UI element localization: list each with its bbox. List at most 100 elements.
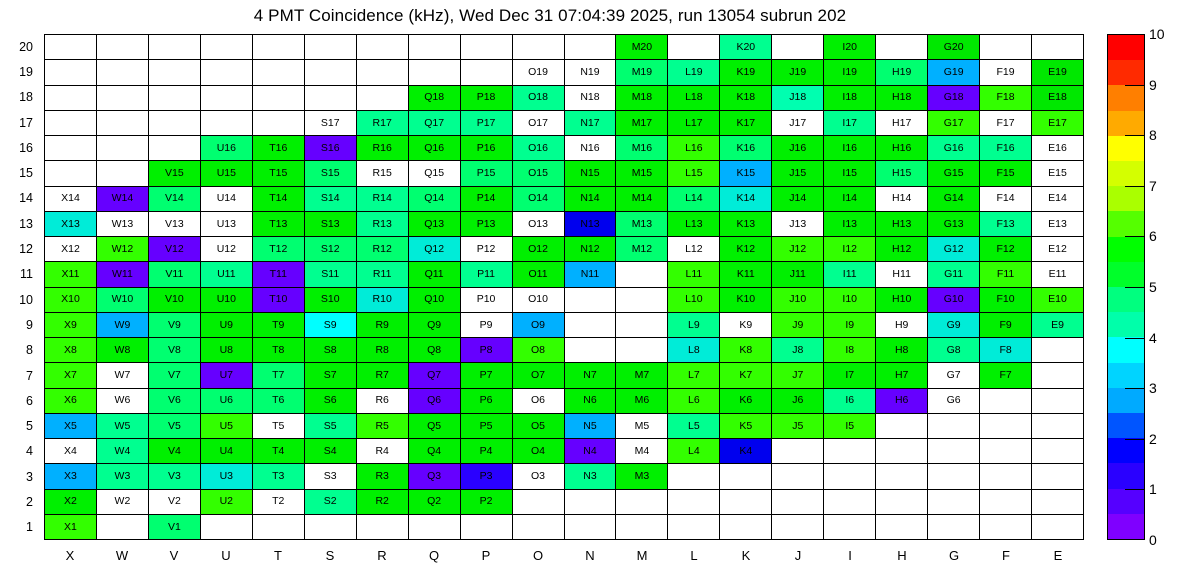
- heatmap-cell: S9: [304, 312, 357, 338]
- heatmap-cell: T15: [252, 161, 305, 187]
- colorbar-band: [1108, 513, 1144, 540]
- heatmap-cell-empty: [252, 35, 305, 61]
- heatmap-cell-empty: [1032, 464, 1084, 490]
- heatmap-cell: M5: [616, 413, 669, 439]
- heatmap-cell-empty: [148, 110, 201, 136]
- heatmap-cell-empty: [876, 464, 929, 490]
- heatmap-cell: Q6: [408, 388, 461, 414]
- y-tick-label: 7: [26, 368, 33, 383]
- heatmap-cell: J16: [772, 136, 825, 162]
- heatmap-cell-empty: [720, 514, 773, 540]
- heatmap-cell: F12: [980, 237, 1033, 263]
- heatmap-cell: W5: [96, 413, 149, 439]
- y-tick-label: 9: [26, 317, 33, 332]
- heatmap-cell: M4: [616, 439, 669, 465]
- heatmap-cell: L12: [668, 237, 721, 263]
- heatmap-cell: E10: [1032, 287, 1084, 313]
- heatmap-cell: H8: [876, 338, 929, 364]
- heatmap-cell: U13: [200, 211, 253, 237]
- heatmap-cell-empty: [45, 161, 97, 187]
- colorbar-tick-label: 5: [1149, 279, 1157, 295]
- heatmap-cell: R5: [356, 413, 409, 439]
- heatmap-cell: U7: [200, 363, 253, 389]
- y-tick-label: 11: [20, 267, 33, 282]
- heatmap-cell-empty: [980, 464, 1033, 490]
- y-tick-label: 6: [26, 393, 33, 408]
- heatmap-cell: S13: [304, 211, 357, 237]
- heatmap-cell: I7: [824, 363, 877, 389]
- heatmap-cell: P4: [460, 439, 513, 465]
- heatmap-cell: G8: [928, 338, 981, 364]
- heatmap-cell: J7: [772, 363, 825, 389]
- heatmap-cell: I11: [824, 262, 877, 288]
- heatmap-cell: V15: [148, 161, 201, 187]
- heatmap-cell: N15: [564, 161, 617, 187]
- heatmap-cell: E17: [1032, 110, 1084, 136]
- heatmap-cell: Q10: [408, 287, 461, 313]
- colorbar-tick: [1125, 337, 1145, 339]
- heatmap-cell: P17: [460, 110, 513, 136]
- heatmap-cell-empty: [96, 35, 149, 61]
- heatmap-cell-empty: [564, 35, 617, 61]
- heatmap-cell-empty: [356, 60, 409, 86]
- heatmap-cell: M13: [616, 211, 669, 237]
- heatmap-cell: N12: [564, 237, 617, 263]
- x-tick-label: R: [377, 547, 387, 563]
- heatmap-cell: H17: [876, 110, 929, 136]
- x-tick-label: W: [115, 547, 129, 563]
- heatmap-cell-empty: [720, 464, 773, 490]
- heatmap-cell-empty: [96, 514, 149, 540]
- heatmap-cell-empty: [45, 35, 97, 61]
- heatmap-cell: Q3: [408, 464, 461, 490]
- heatmap-cell: I6: [824, 388, 877, 414]
- heatmap-cell: T3: [252, 464, 305, 490]
- heatmap-cell: W14: [96, 186, 149, 212]
- heatmap-plot: M20 K20 I20 G20 O19 N19 M19 L19 K19 J19 I19 H19 G19 F…: [44, 34, 1084, 540]
- heatmap-cell: U6: [200, 388, 253, 414]
- x-tick-label: J: [794, 547, 802, 563]
- heatmap-cell-empty: [252, 514, 305, 540]
- heatmap-cell: W3: [96, 464, 149, 490]
- colorbar-tick-label: 9: [1149, 76, 1157, 93]
- colorbar-band: [1108, 186, 1144, 212]
- heatmap-cell: P11: [460, 262, 513, 288]
- colorbar-band: [1108, 35, 1144, 61]
- heatmap-cell: R9: [356, 312, 409, 338]
- x-tick-label: V: [169, 547, 179, 563]
- heatmap-cell-empty: [96, 110, 149, 136]
- heatmap-cell: U3: [200, 464, 253, 490]
- heatmap-cell: P3: [460, 464, 513, 490]
- heatmap-cell: K20: [720, 35, 773, 61]
- heatmap-cell: O11: [512, 262, 565, 288]
- heatmap-cell-empty: [252, 60, 305, 86]
- heatmap-cell-empty: [928, 514, 981, 540]
- heatmap-cell: H11: [876, 262, 929, 288]
- heatmap-cell: G12: [928, 237, 981, 263]
- heatmap-cell: J17: [772, 110, 825, 136]
- heatmap-cell: V13: [148, 211, 201, 237]
- heatmap-cell-empty: [928, 489, 981, 515]
- heatmap-cell: P10: [460, 287, 513, 313]
- y-tick-label: 16: [19, 140, 33, 155]
- heatmap-cell: E14: [1032, 186, 1084, 212]
- y-tick-label: 5: [26, 419, 33, 434]
- heatmap-cell: J9: [772, 312, 825, 338]
- heatmap-cell: U15: [200, 161, 253, 187]
- heatmap-cell-empty: [304, 85, 357, 111]
- heatmap-cell: N13: [564, 211, 617, 237]
- heatmap-cell: S8: [304, 338, 357, 364]
- heatmap-cell: P2: [460, 489, 513, 515]
- heatmap-cell: K18: [720, 85, 773, 111]
- heatmap-cell: V2: [148, 489, 201, 515]
- heatmap-cell: P16: [460, 136, 513, 162]
- heatmap-cell: E18: [1032, 85, 1084, 111]
- heatmap-cell: G19: [928, 60, 981, 86]
- colorbar-tick-label: 3: [1149, 380, 1157, 397]
- heatmap-cell: K13: [720, 211, 773, 237]
- heatmap-cell: O12: [512, 237, 565, 263]
- heatmap-cell: T10: [252, 287, 305, 313]
- colorbar-band: [1108, 211, 1144, 237]
- x-tick-label: M: [636, 547, 648, 563]
- heatmap-cell-empty: [980, 489, 1033, 515]
- heatmap-cell: F13: [980, 211, 1033, 237]
